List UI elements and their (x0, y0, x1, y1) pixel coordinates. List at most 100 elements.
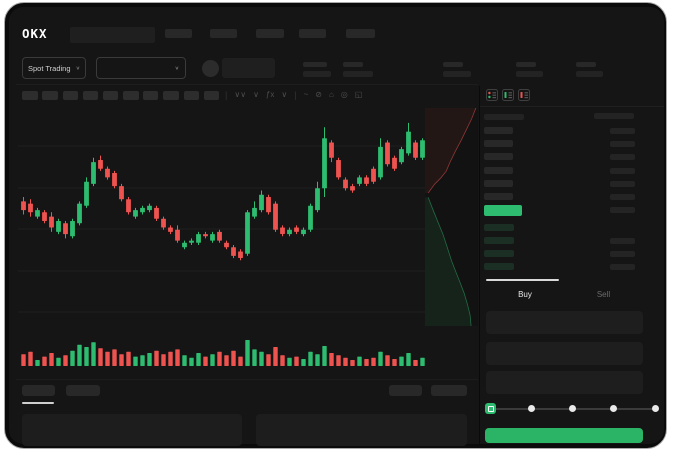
ask-row-size-bar (484, 179, 513, 187)
candlestick-chart[interactable] (16, 106, 478, 332)
slider-stop-dot[interactable] (569, 405, 576, 412)
slider-handle-inner (487, 405, 494, 412)
ticker-stat-label-skeleton (303, 62, 327, 67)
ask-row-total-bar (610, 154, 635, 161)
nav-item-skeleton (165, 29, 192, 38)
chart-type-icon[interactable]: ∨∨ (234, 90, 247, 99)
interval-chip-skeleton (42, 91, 58, 100)
orderbook-header-skeleton (484, 114, 524, 120)
indicators-icon[interactable]: ƒx (265, 90, 275, 99)
sell-tab-label: Sell (596, 289, 611, 299)
ask-row-total-bar (610, 128, 635, 134)
price-row-total-bar (610, 207, 635, 213)
pair-selector-dropdown[interactable]: ∨ (96, 57, 186, 79)
bid-row-total-bar (610, 264, 635, 270)
nav-item-skeleton (299, 29, 326, 38)
interval-chip-skeleton (163, 91, 179, 100)
slider-handle[interactable] (485, 403, 496, 414)
drawing-line-icon[interactable]: ~ (303, 90, 309, 99)
interval-chip-skeleton (103, 91, 118, 100)
ticker-stat-value-skeleton (443, 71, 471, 77)
orderbook-header-skeleton (594, 113, 634, 119)
total-input-skeleton[interactable] (486, 371, 643, 394)
buy-tab-label: Buy (518, 289, 532, 299)
bid-row-total-bar (610, 238, 635, 244)
ask-row-total-bar (610, 180, 635, 187)
ticker-stat-value-skeleton (343, 71, 373, 77)
ticker-stat-label-skeleton (576, 62, 596, 67)
amount-input-skeleton[interactable] (486, 342, 643, 365)
ask-row-size-bar (484, 140, 513, 148)
ticker-stat-value-skeleton (303, 71, 331, 77)
chart-toolbar-icons: | ∨∨ ∨ ƒx ∨ | ~ ⊘ ⌂ ◎ ◱ (225, 88, 395, 102)
bid-row-size-bar (484, 237, 514, 244)
depth-chart[interactable] (425, 108, 478, 326)
orders-panel-skeleton (22, 414, 242, 446)
price-input-skeleton[interactable] (486, 311, 643, 334)
orderbook-view-toggle (486, 88, 546, 101)
interval-chip-skeleton (184, 91, 199, 100)
bottom-tab-indicator (22, 402, 54, 404)
bid-row-size-bar (484, 250, 514, 257)
last-price-bar[interactable] (484, 205, 522, 216)
bottom-action-skeleton (389, 385, 422, 396)
ticker-stat-value-skeleton (576, 71, 603, 77)
volume-bars (21, 340, 425, 366)
nav-item-skeleton (210, 29, 237, 38)
ask-row-size-bar (484, 127, 513, 134)
toolbar-divider: | (225, 90, 228, 100)
chart-type-dropdown-icon[interactable]: ∨ (253, 90, 259, 99)
bid-row-size-bar (484, 224, 514, 231)
ask-row-total-bar (610, 167, 635, 174)
ticker-stat-label-skeleton (443, 62, 463, 67)
interval-chip-skeleton (22, 91, 38, 100)
chevron-down-icon: ∨ (174, 66, 179, 71)
pair-name-skeleton (222, 58, 275, 78)
okx-logo: OKX (22, 26, 48, 41)
buy-submit-button[interactable] (485, 428, 643, 443)
ticker-stat-value-skeleton (516, 71, 543, 77)
book-asks-icon[interactable] (518, 88, 530, 101)
nav-item-skeleton (256, 29, 284, 38)
history-clock-icon[interactable]: ◎ (340, 90, 348, 99)
indicators-dropdown-icon[interactable]: ∨ (281, 90, 288, 99)
ask-row-size-bar (484, 193, 513, 200)
bottom-tab-skeleton (66, 385, 100, 396)
slider-stop-dot[interactable] (651, 405, 659, 412)
market-type-label: Spot Trading (28, 63, 71, 73)
slider-stop-dot[interactable] (610, 405, 618, 412)
ticker-stat-label-skeleton (343, 62, 363, 67)
interval-chip-skeleton (123, 91, 139, 100)
tab-sell[interactable]: Sell (564, 284, 643, 304)
ask-row-size-bar (484, 153, 513, 161)
ask-row-size-bar (484, 166, 513, 174)
bottom-tab-skeleton (22, 385, 55, 396)
slider-stop-dot[interactable] (527, 405, 535, 412)
logo-skeleton-bar (70, 27, 155, 43)
tab-buy[interactable]: Buy (486, 284, 564, 304)
interval-chip-skeleton (204, 91, 219, 100)
history-panel-skeleton (256, 414, 467, 446)
fullscreen-icon[interactable]: ◱ (354, 90, 363, 99)
ticker-stat-label-skeleton (516, 62, 536, 67)
bid-row-size-bar (484, 263, 514, 270)
divider (16, 84, 478, 85)
chevron-down-icon: ∨ (75, 66, 80, 71)
book-all-icon[interactable] (486, 88, 498, 101)
market-type-selector[interactable]: Spot Trading ∨ (22, 57, 86, 79)
order-book (484, 112, 644, 282)
interval-chip-skeleton (63, 91, 78, 100)
snapshot-camera-icon[interactable]: ⌂ (328, 90, 334, 99)
bid-row-total-bar (610, 251, 635, 257)
interval-chip-skeleton (143, 91, 158, 100)
divider (480, 106, 664, 107)
ask-row-total-bar (610, 194, 635, 200)
book-bids-icon[interactable] (502, 88, 514, 101)
eraser-icon[interactable]: ⊘ (315, 90, 322, 99)
interval-chip-skeleton (83, 91, 98, 100)
divider (479, 86, 480, 446)
nav-item-skeleton (346, 29, 375, 38)
ask-row-total-bar (610, 141, 635, 148)
bottom-action-skeleton (431, 385, 467, 396)
divider (16, 379, 478, 380)
